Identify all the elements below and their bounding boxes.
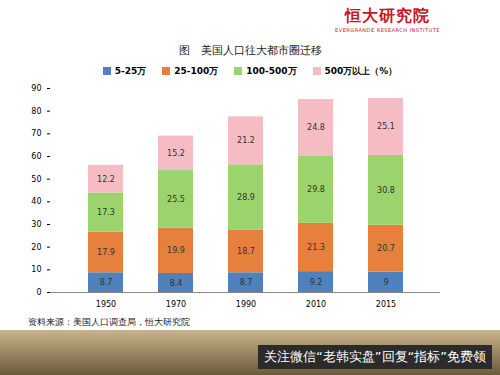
svg-text:19.9: 19.9 <box>167 246 185 255</box>
svg-text:17.9: 17.9 <box>97 248 115 257</box>
html-text:恒大研究院: 恒大研究院 <box>345 6 430 25</box>
html-text:25-100万: 25-100万 <box>174 65 219 76</box>
svg-text:10: 10 <box>31 265 41 274</box>
svg-text:40: 40 <box>31 197 41 206</box>
svg-text:30.8: 30.8 <box>377 186 395 195</box>
svg-text:90: 90 <box>31 84 41 93</box>
svg-text:1950: 1950 <box>96 300 116 309</box>
svg-text:20.7: 20.7 <box>377 244 395 253</box>
svg-text:12.2: 12.2 <box>97 175 115 184</box>
html-text:资料来源：美国人口调查局，恒大研究院: 资料来源：美国人口调查局，恒大研究院 <box>28 317 190 327</box>
svg-text:25.1: 25.1 <box>377 122 395 131</box>
svg-text:25.5: 25.5 <box>167 195 185 204</box>
svg-text:29.8: 29.8 <box>307 185 325 194</box>
svg-text:9: 9 <box>383 278 388 287</box>
svg-text:21.3: 21.3 <box>307 243 325 252</box>
html-text:图 美国人口往大都市圈迁移: 图 美国人口往大都市圈迁移 <box>178 44 322 57</box>
html-text:关注微信“老韩实盘”回复“指标”免费领: 关注微信“老韩实盘”回复“指标”免费领 <box>264 349 486 364</box>
svg-text:17.3: 17.3 <box>97 208 115 217</box>
svg-text:30: 30 <box>31 220 41 229</box>
svg-text:18.7: 18.7 <box>237 247 255 256</box>
svg-text:1970: 1970 <box>166 300 186 309</box>
svg-text:8.7: 8.7 <box>240 278 253 287</box>
svg-text:8.4: 8.4 <box>170 279 183 288</box>
svg-text:2015: 2015 <box>376 300 396 309</box>
svg-text:21.2: 21.2 <box>237 136 255 145</box>
svg-text:50: 50 <box>31 175 41 184</box>
html-text:5-25万: 5-25万 <box>114 65 147 76</box>
html-text:100-500万: 100-500万 <box>246 65 297 76</box>
svg-text:80: 80 <box>31 107 41 116</box>
svg-text:8.7: 8.7 <box>100 278 113 287</box>
svg-text:70: 70 <box>31 129 41 138</box>
svg-text:24.8: 24.8 <box>307 123 325 132</box>
svg-text:1990: 1990 <box>236 300 256 309</box>
html-text:EVERGRANDE RESEARCH INSTITUTE: EVERGRANDE RESEARCH INSTITUTE <box>335 27 440 33</box>
html-text:500万以上（%）: 500万以上（%） <box>324 65 398 76</box>
svg-text:60: 60 <box>31 152 41 161</box>
svg-text:2010: 2010 <box>306 300 326 309</box>
svg-text:20: 20 <box>31 243 41 252</box>
svg-text:28.9: 28.9 <box>237 193 255 202</box>
svg-text:15.2: 15.2 <box>167 149 185 158</box>
svg-text:9.2: 9.2 <box>310 278 323 287</box>
svg-text:0: 0 <box>36 288 41 297</box>
